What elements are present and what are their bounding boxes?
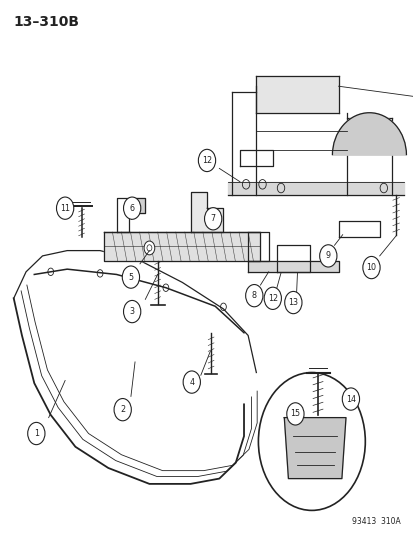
Text: 2: 2 [120,405,125,414]
Circle shape [362,256,379,279]
Text: 10: 10 [366,263,375,272]
Text: 13–310B: 13–310B [14,14,80,29]
Text: 15: 15 [290,409,300,418]
Text: 12: 12 [202,156,211,165]
Text: 13: 13 [288,298,298,307]
Text: 11: 11 [60,204,70,213]
Circle shape [144,241,154,255]
Polygon shape [284,418,345,479]
Circle shape [198,149,215,172]
Circle shape [28,422,45,445]
Circle shape [122,266,139,288]
Text: 12: 12 [267,294,277,303]
Text: 8: 8 [251,291,256,300]
Circle shape [263,287,281,310]
Text: 14: 14 [345,394,355,403]
Circle shape [183,371,200,393]
Text: 9: 9 [325,252,330,261]
Polygon shape [190,192,223,232]
Circle shape [56,197,74,219]
Circle shape [319,245,336,267]
Polygon shape [128,198,145,214]
Polygon shape [227,182,404,195]
Text: 6: 6 [129,204,134,213]
Polygon shape [247,261,338,272]
Circle shape [286,403,303,425]
Polygon shape [104,232,260,261]
Text: 7: 7 [210,214,215,223]
Polygon shape [256,76,338,113]
Circle shape [245,285,262,307]
Circle shape [123,197,140,219]
Text: 4: 4 [189,377,194,386]
Text: 1: 1 [34,429,39,438]
Circle shape [204,208,221,230]
Circle shape [284,292,301,314]
Circle shape [123,301,140,322]
Text: 93413  310A: 93413 310A [351,518,399,526]
Circle shape [114,399,131,421]
Polygon shape [332,113,406,155]
Circle shape [258,373,364,511]
Circle shape [342,388,359,410]
Text: 5: 5 [128,272,133,281]
Text: 3: 3 [129,307,134,316]
